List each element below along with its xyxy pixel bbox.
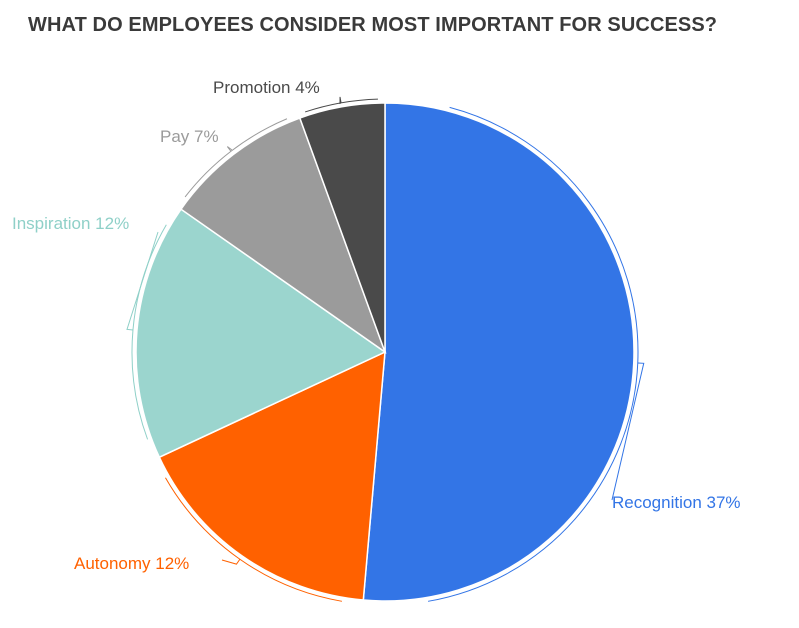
- data-label-inspiration: Inspiration 12%: [12, 214, 129, 233]
- pie-slice-inspiration: [135, 208, 387, 459]
- leader-line-inspiration: [126, 231, 159, 331]
- leader-bracket-recognition: [427, 106, 639, 602]
- leader-line-recognition: [611, 362, 645, 501]
- leader-bracket-autonomy: [165, 477, 343, 602]
- data-label-pay: Pay 7%: [160, 127, 219, 146]
- leader-line-autonomy: [221, 558, 241, 565]
- pie-slice-autonomy: [158, 350, 386, 601]
- pie-slice-promotion: [298, 102, 386, 353]
- leader-line-promotion: [339, 96, 342, 105]
- pie-slice-pay: [179, 117, 387, 354]
- leader-bracket-pay: [184, 118, 288, 198]
- data-label-recognition: Recognition 37%: [612, 493, 741, 512]
- data-label-promotion: Promotion 4%: [213, 78, 320, 97]
- data-label-autonomy: Autonomy 12%: [74, 554, 189, 573]
- pie-slice-recognition: [362, 102, 635, 602]
- leader-bracket-inspiration: [131, 224, 167, 440]
- chart-title: WHAT DO EMPLOYEES CONSIDER MOST IMPORTAN…: [28, 14, 718, 36]
- leader-line-pay: [226, 146, 233, 152]
